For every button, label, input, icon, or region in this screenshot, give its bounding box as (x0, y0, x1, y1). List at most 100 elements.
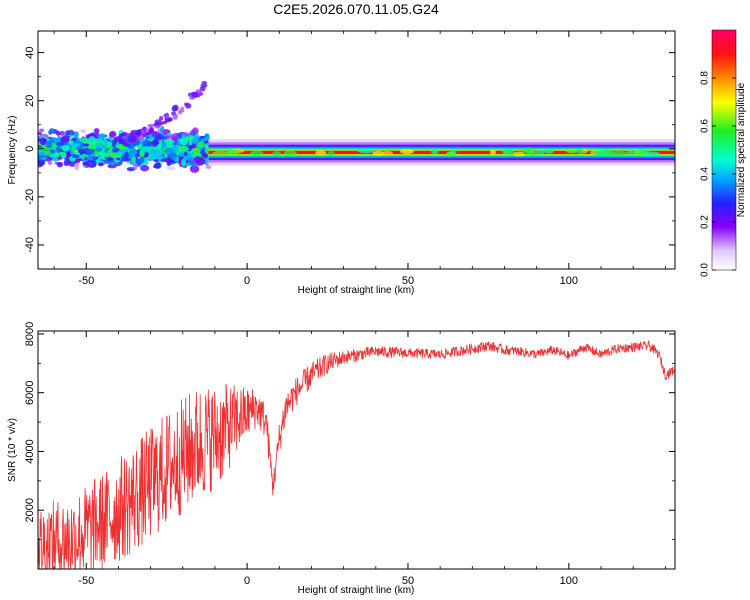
spectrogram-cell (170, 152, 178, 160)
spectrogram-cell (166, 159, 172, 167)
x-tick-label: 50 (402, 575, 414, 587)
spectrogram-cell (55, 130, 61, 136)
spectrogram-cell (172, 113, 178, 120)
carrier-blob (566, 148, 578, 154)
spectrogram-cell (83, 143, 90, 147)
x-tick-label: 50 (402, 275, 414, 287)
carrier-blob (626, 150, 634, 156)
carrier-blob (543, 148, 554, 154)
spectrogram-cell (94, 147, 103, 152)
spectrogram-cell (71, 143, 81, 148)
y-tick-label: 2000 (24, 498, 36, 522)
spectrogram-cell (86, 148, 95, 154)
spectrogram-cell (81, 137, 90, 144)
spectrogram-cell (60, 137, 70, 143)
spectrogram-cell (55, 142, 65, 146)
spectrogram-cell (38, 131, 43, 136)
snr-y-ticks: 2000 4000 6000 8000 (24, 322, 675, 541)
colorbar-tick-label: 0.6 (700, 119, 711, 133)
spectrogram-cell (164, 148, 175, 154)
spectrogram-cell (39, 137, 47, 146)
spectrogram-cell (40, 156, 47, 161)
spectrogram-cell (38, 154, 43, 161)
spectrogram-cell (118, 134, 122, 141)
spectrogram-cell (107, 164, 117, 169)
y-tick-label: 6000 (24, 380, 36, 404)
y-tick-label: 40 (24, 47, 36, 59)
spectrogram-cell (82, 161, 89, 165)
spectrogram-cell (80, 129, 87, 133)
spectrogram-cell (103, 141, 109, 147)
spectrogram-cell (58, 130, 66, 136)
spectrogram-cell (72, 154, 80, 159)
colorbar-tick-label: 0.0 (700, 263, 711, 277)
spectrogram-cell (177, 142, 182, 147)
spectrogram-cell (185, 103, 192, 109)
colorbar-ticks: 0.0 0.2 0.4 0.6 0.8 (700, 71, 736, 277)
spectrogram-y-label: Frequency (Hz) (7, 116, 18, 185)
carrier-blob (400, 149, 414, 155)
spectrogram-cell (102, 159, 110, 164)
spectrogram-panel: -50 0 50 100 -40 -20 0 20 40 Height of straight… (7, 30, 676, 296)
spectrogram-cell (152, 149, 163, 158)
spectrogram-cell (201, 81, 208, 85)
spectrogram-cell (155, 133, 164, 140)
spectrogram-cell (100, 152, 110, 158)
y-tick-label: 8000 (24, 322, 36, 346)
x-tick-label: 0 (244, 275, 250, 287)
y-tick-label: 0 (24, 146, 36, 152)
spectrogram-cell (46, 140, 53, 149)
carrier-blob (357, 148, 375, 154)
spectrogram-cell (55, 146, 61, 154)
snr-x-ticks: -50 0 50 100 (53, 331, 666, 587)
spectrogram-cell (131, 156, 136, 164)
spectrogram-cell (160, 126, 165, 134)
spectrogram-cell (132, 147, 137, 156)
spectrogram-cell (142, 146, 152, 151)
spectrogram-cell (176, 132, 182, 140)
x-tick-label: 0 (244, 575, 250, 587)
colorbar-tick-label: 0.8 (700, 71, 711, 85)
spectrogram-cell (87, 144, 97, 150)
spectrogram-cell (63, 160, 70, 167)
spectrogram-frame (37, 30, 676, 270)
spectrogram-cell (43, 150, 52, 155)
spectrogram-cell (61, 145, 70, 151)
spectrogram-y-ticks: -40 -20 0 20 40 (24, 47, 675, 270)
spectrogram-cell (187, 152, 192, 157)
snr-frame (37, 330, 676, 570)
spectrogram-cell (145, 128, 150, 133)
spectrogram-cell (109, 130, 117, 138)
carrier-blob (381, 150, 394, 156)
carrier-blob (575, 149, 585, 155)
spectrogram-cell (166, 166, 176, 171)
spectrogram-cell (73, 131, 79, 138)
spectrogram-cell (192, 147, 201, 155)
spectrogram-cell (130, 129, 136, 136)
spectrogram-cell (118, 140, 125, 145)
spectrogram-cell (143, 157, 148, 164)
carrier-blob (327, 151, 335, 157)
spectrogram-cell (124, 151, 129, 160)
y-tick-label: -40 (24, 237, 36, 253)
colorbar-tick-label: 0.4 (700, 167, 711, 181)
spectrogram-cell (74, 162, 80, 171)
spectrogram-cell (67, 129, 75, 137)
carrier-blob (513, 151, 525, 157)
spectrogram-cell (118, 144, 124, 150)
carrier-blob (633, 150, 645, 156)
spectrogram-cell (147, 124, 154, 128)
spectrogram-x-ticks: -50 0 50 100 (53, 31, 666, 287)
spectrogram-cell (160, 158, 169, 162)
spectrogram-cell (141, 129, 145, 135)
spectrogram-cell (194, 132, 200, 141)
spectrogram-cell (87, 155, 92, 161)
carrier-blob (226, 149, 235, 155)
spectrogram-cell (177, 110, 183, 115)
snr-panel: -50 0 50 100 2000 4000 6000 8000 Height of str… (7, 322, 676, 596)
spectrogram-cell (89, 140, 98, 146)
spectrogram-x-label: Height of straight line (km) (298, 285, 415, 296)
spectrogram-cell (97, 162, 104, 167)
spectrogram-cell (154, 125, 160, 129)
